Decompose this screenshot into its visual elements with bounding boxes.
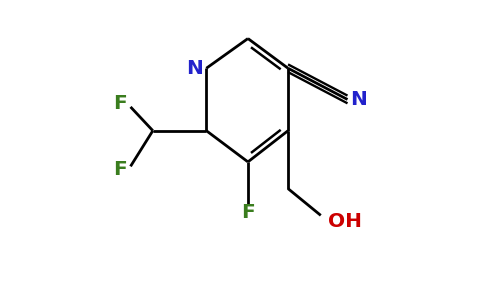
Text: F: F (241, 203, 255, 222)
Text: N: N (186, 59, 203, 78)
Text: OH: OH (328, 212, 362, 231)
Text: N: N (350, 90, 367, 109)
Text: F: F (113, 160, 127, 179)
Text: F: F (113, 94, 127, 113)
